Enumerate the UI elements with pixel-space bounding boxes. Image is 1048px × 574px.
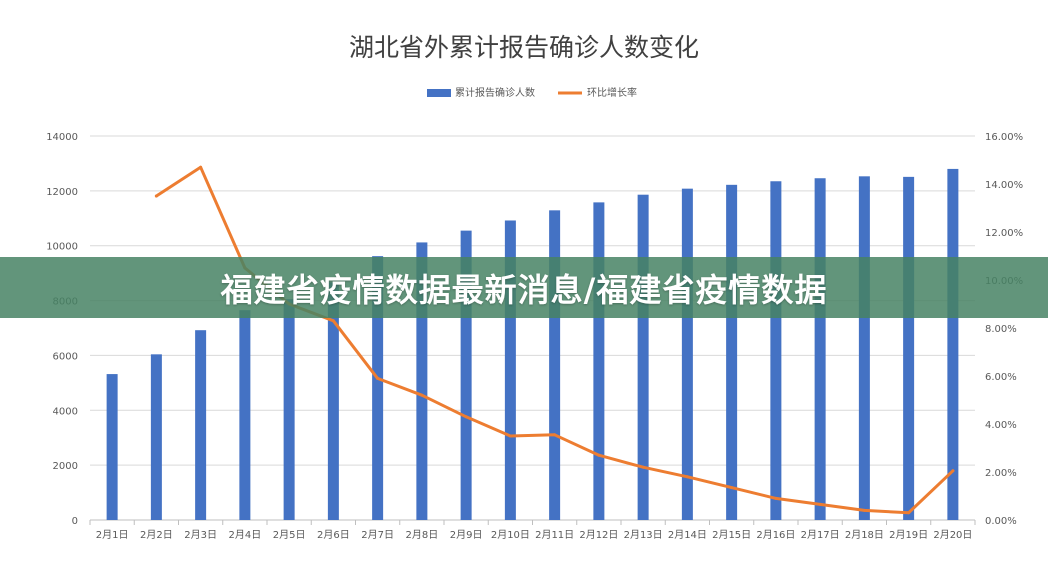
line-point	[553, 433, 557, 437]
bar	[239, 310, 251, 520]
bar	[947, 168, 959, 520]
bar	[858, 176, 870, 520]
bar	[372, 256, 384, 520]
bar	[106, 374, 118, 520]
line-point	[730, 486, 734, 490]
x-tick-label: 2月15日	[712, 529, 751, 541]
bar	[726, 184, 738, 520]
line-point	[331, 319, 335, 323]
y-tick-label: 14000	[46, 132, 78, 143]
y-tick-label: 10000	[46, 242, 78, 253]
x-tick-label: 2月9日	[450, 529, 483, 541]
y2-tick-label: 0.00%	[985, 516, 1017, 527]
x-tick-label: 2月14日	[668, 529, 707, 541]
x-tick-label: 2月18日	[845, 529, 884, 541]
line-point	[862, 508, 866, 512]
chart-legend: 累计报告确诊人数 环比增长率	[427, 86, 637, 99]
bar-series	[106, 168, 959, 521]
x-tick-label: 2月4日	[229, 529, 262, 541]
y-tick-label: 4000	[53, 406, 78, 417]
line-point	[199, 165, 203, 169]
line-point	[951, 469, 955, 473]
x-tick-label: 2月2日	[140, 529, 173, 541]
x-tick-label: 2月5日	[273, 529, 306, 541]
y-axis-right: 0.00%2.00%4.00%6.00%8.00%10.00%12.00%14.…	[985, 132, 1023, 527]
bar	[150, 354, 162, 520]
x-tick-label: 2月3日	[184, 529, 217, 541]
line-point	[818, 502, 822, 506]
y2-tick-label: 2.00%	[985, 468, 1017, 479]
line-point	[907, 511, 911, 515]
line-point	[420, 393, 424, 397]
title-banner: 福建省疫情数据最新消息/福建省疫情数据	[0, 257, 1048, 318]
line-point	[464, 415, 468, 419]
line-point	[685, 475, 689, 479]
y2-tick-label: 4.00%	[985, 420, 1017, 431]
bar	[814, 178, 826, 521]
x-tick-label: 2月11日	[535, 529, 574, 541]
y2-tick-label: 14.00%	[985, 180, 1023, 191]
x-tick-label: 2月1日	[96, 529, 129, 541]
line-point	[774, 496, 778, 500]
x-tick-label: 2月16日	[756, 529, 795, 541]
x-tick-label: 2月7日	[361, 529, 394, 541]
x-tick-label: 2月19日	[889, 529, 928, 541]
line-point	[597, 453, 601, 457]
line-point	[154, 194, 158, 198]
x-tick-label: 2月20日	[933, 529, 972, 541]
bar	[770, 181, 782, 520]
y2-tick-label: 8.00%	[985, 324, 1017, 335]
x-tick-label: 2月6日	[317, 529, 350, 541]
x-axis: 2月1日 2月2日 2月3日 2月4日 2月5日 2月6日 2月7日 2月8日 2月9日 2月10…	[89, 520, 976, 541]
x-tick-label: 2月12日	[579, 529, 618, 541]
legend-line-label: 环比增长率	[587, 86, 637, 99]
y2-tick-label: 12.00%	[985, 228, 1023, 239]
line-point	[508, 434, 512, 438]
bar	[637, 194, 649, 520]
bar	[283, 299, 295, 520]
y-tick-label: 0	[72, 516, 78, 527]
bar	[416, 242, 428, 520]
y-tick-label: 2000	[53, 461, 78, 472]
bar	[327, 282, 339, 520]
x-tick-label: 2月13日	[624, 529, 663, 541]
bar	[681, 188, 693, 521]
x-tick-label: 2月10日	[491, 529, 530, 541]
legend-bar-swatch	[427, 89, 451, 97]
bar	[903, 176, 915, 520]
banner-title: 福建省疫情数据最新消息/福建省疫情数据	[220, 270, 828, 309]
bar	[593, 202, 605, 520]
bar	[504, 220, 516, 521]
y2-tick-label: 16.00%	[985, 132, 1023, 143]
bar	[195, 330, 207, 520]
x-tick-label: 2月8日	[406, 529, 439, 541]
chart-title: 湖北省外累计报告确诊人数变化	[349, 33, 699, 62]
y-axis-left: 02000400060008000100001200014000	[46, 132, 78, 527]
bar	[460, 230, 472, 520]
line-point	[376, 376, 380, 380]
y2-tick-label: 6.00%	[985, 372, 1017, 383]
y-tick-label: 6000	[53, 351, 78, 362]
legend-bar-label: 累计报告确诊人数	[455, 86, 535, 99]
bar	[549, 210, 561, 520]
line-point	[641, 465, 645, 469]
x-tick-label: 2月17日	[801, 529, 840, 541]
y-tick-label: 12000	[46, 187, 78, 198]
gridlines	[90, 135, 975, 521]
